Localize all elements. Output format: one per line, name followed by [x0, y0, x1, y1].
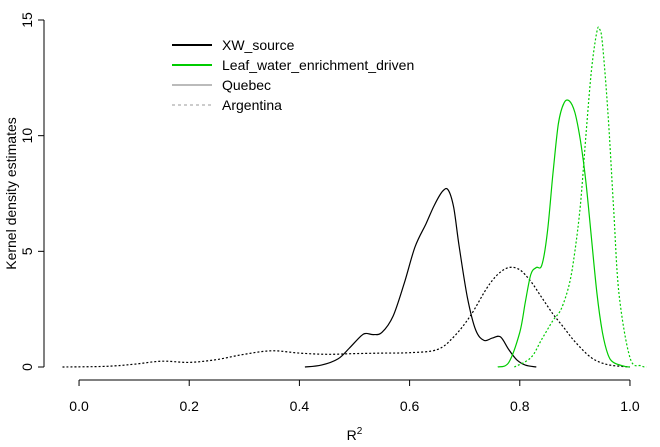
- legend-label: Quebec: [222, 77, 271, 93]
- y-tick-label: 15: [19, 12, 35, 28]
- y-tick-label: 5: [19, 247, 35, 255]
- x-tick-label: 0.8: [510, 398, 530, 414]
- legend: XW_source Leaf_water_enrichment_driven Que…: [172, 37, 414, 113]
- y-axis-title: Kernel density estimates: [3, 117, 19, 270]
- x-tick-label: 1.0: [620, 398, 640, 414]
- legend-label: Argentina: [222, 97, 282, 113]
- y-tick-label: 0: [19, 363, 35, 371]
- x-tick-label: 0.4: [290, 398, 310, 414]
- x-ticks: 0.0 0.2 0.4 0.6 0.8 1.0: [69, 380, 640, 414]
- series-leaf-quebec-line: [497, 99, 631, 368]
- series-xw-argentina-line: [62, 266, 631, 368]
- y-ticks: 0 5 10 15: [19, 12, 44, 371]
- axes-layer: 0.0 0.2 0.4 0.6 0.8 1.0 0 5 10 15: [19, 12, 640, 414]
- x-axis-title-base: R: [347, 427, 357, 443]
- x-tick-label: 0.6: [400, 398, 420, 414]
- x-axis-title-superscript: 2: [357, 426, 363, 437]
- legend-label: Leaf_water_enrichment_driven: [222, 57, 414, 73]
- series-xw-quebec-line: [304, 187, 537, 368]
- x-tick-label: 0.2: [179, 398, 199, 414]
- y-tick-label: 10: [19, 128, 35, 144]
- legend-label: XW_source: [222, 37, 295, 53]
- series-leaf-argentina-line: [514, 26, 647, 368]
- x-tick-label: 0.0: [69, 398, 89, 414]
- x-axis-title: R2: [347, 426, 363, 443]
- series-layer: [62, 26, 647, 368]
